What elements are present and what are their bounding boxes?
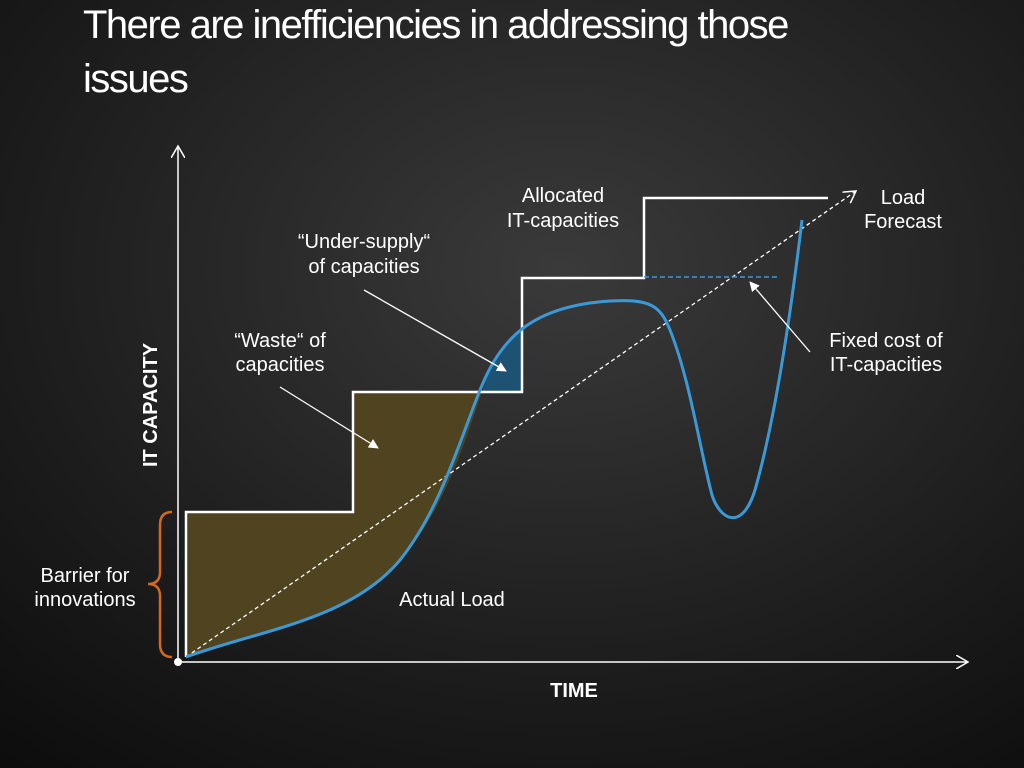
label: Forecast [864, 211, 942, 233]
label: innovations [34, 589, 135, 611]
waste-area [186, 392, 482, 657]
title: There are inefficiencies in addressing t… [83, 3, 788, 47]
actual-load-line [185, 219, 804, 659]
label: of capacities [308, 256, 419, 278]
x-axis-label: TIME [550, 680, 598, 702]
pointer-arrow [279, 386, 379, 449]
pointer-arrow [749, 281, 811, 353]
label: capacities [236, 354, 325, 376]
label: IT-capacities [830, 354, 942, 376]
label: Allocated [522, 185, 604, 207]
label: “Waste“ of [234, 330, 326, 352]
barrier-brace [147, 510, 173, 659]
title: issues [83, 57, 188, 101]
label: Barrier for [41, 565, 130, 587]
label: “Under-supply“ [298, 231, 430, 253]
allocated-capacity-line [184, 196, 828, 657]
forecast-line [185, 191, 856, 658]
under-supply-area [482, 328, 522, 392]
origin [174, 658, 182, 666]
label: Fixed cost of [829, 330, 943, 352]
y-axis-label: IT CAPACITY [140, 342, 162, 467]
label: Load [881, 187, 926, 209]
label: IT-capacities [507, 210, 619, 232]
label: Actual Load [399, 589, 505, 611]
pointer-arrow [363, 289, 507, 372]
